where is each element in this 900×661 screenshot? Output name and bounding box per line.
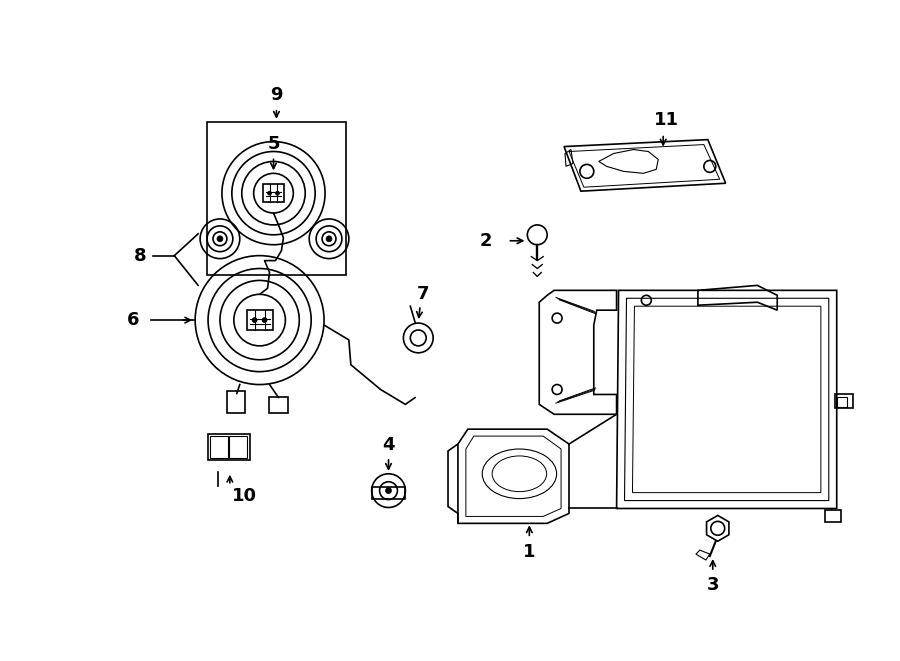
Bar [229,436,247,458]
Circle shape [252,317,257,323]
Bar [268,397,288,413]
Bar [372,486,405,498]
Bar [824,510,841,522]
Text: 11: 11 [653,111,679,129]
Circle shape [326,236,332,242]
Bar [210,436,228,458]
Text: 9: 9 [270,86,283,104]
Text: 2: 2 [480,232,492,250]
Text: 4: 4 [382,436,395,454]
Circle shape [217,236,223,242]
Bar [227,391,245,413]
Text: 8: 8 [134,247,147,264]
Circle shape [527,225,547,245]
Text: 3: 3 [706,576,719,594]
Text: 7: 7 [417,286,429,303]
Circle shape [267,191,272,195]
Bar [208,434,249,460]
Circle shape [385,488,392,494]
Text: 5: 5 [267,135,280,153]
Bar [247,310,273,330]
Bar [263,184,284,202]
Circle shape [262,317,267,323]
Text: 10: 10 [232,486,257,504]
Text: 1: 1 [523,543,536,561]
Text: 6: 6 [126,311,139,329]
Circle shape [275,191,279,195]
Bar [837,397,847,407]
Bar [834,395,852,408]
Bar [207,122,346,276]
